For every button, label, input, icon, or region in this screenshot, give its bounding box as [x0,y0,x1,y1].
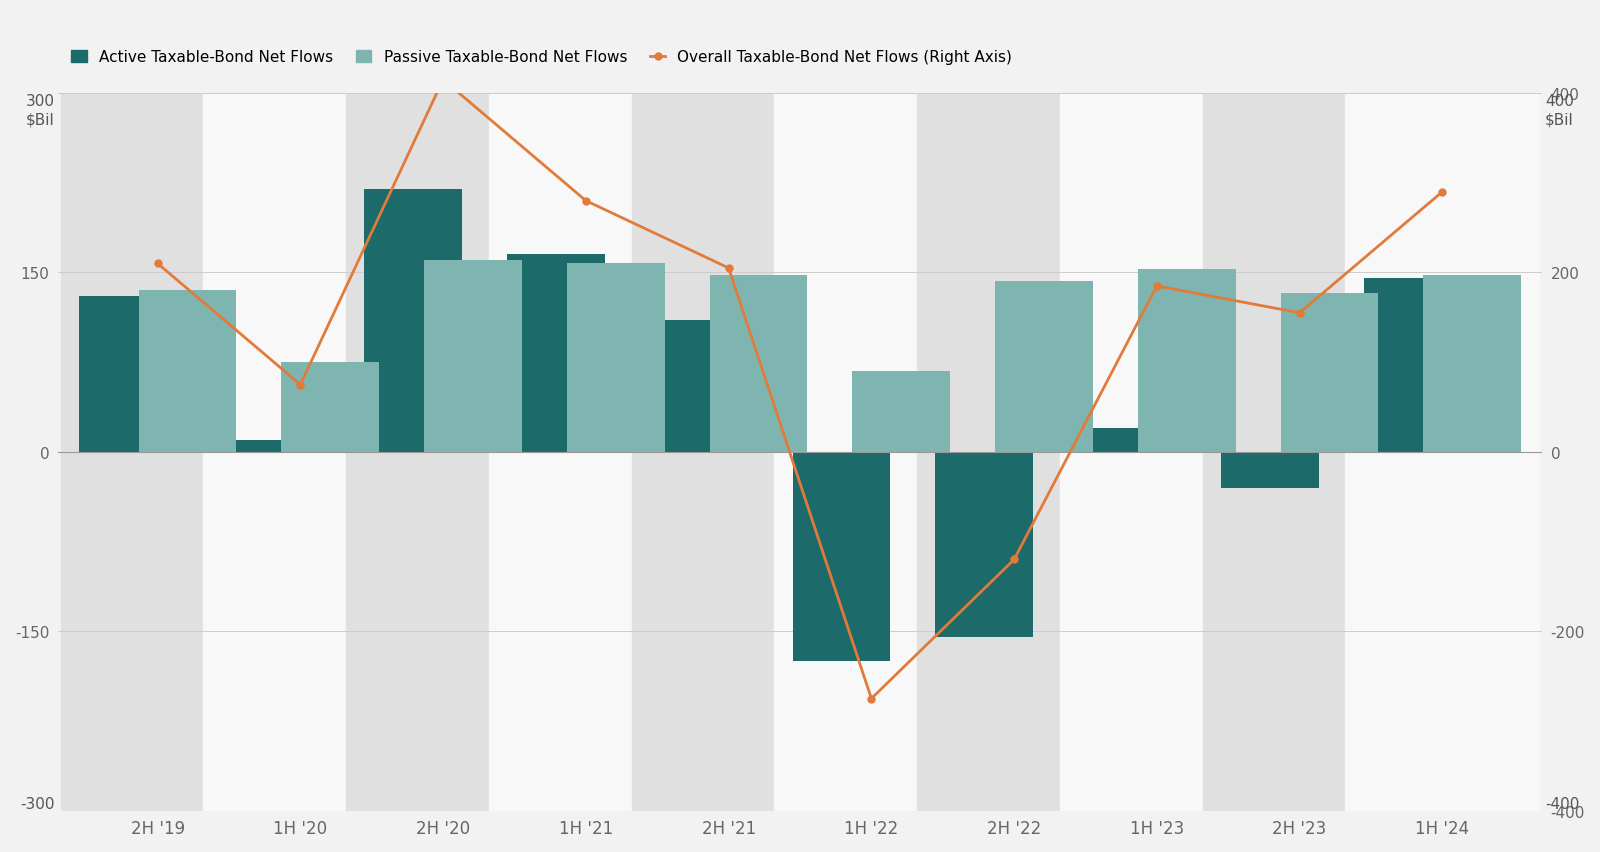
Bar [917,94,1110,811]
Bar [490,94,683,811]
Bar [710,275,808,452]
Bar [78,297,176,452]
Bar [774,94,968,811]
Bar [632,94,826,811]
Bar [1203,94,1397,811]
Bar [365,189,462,452]
Bar [853,371,950,452]
Bar [1138,269,1235,452]
Bar [1221,452,1318,488]
Bar [1078,429,1176,452]
Bar [650,321,747,452]
Bar [1280,293,1378,452]
Bar [936,452,1034,637]
Bar [203,94,397,811]
Text: -400: -400 [1546,796,1579,811]
Bar [61,94,254,811]
Text: -300: -300 [21,796,54,811]
Bar [346,94,541,811]
Bar [139,291,237,452]
Bar [424,262,522,452]
Bar [792,452,890,661]
Bar [507,256,605,452]
Text: 300
$Bil: 300 $Bil [26,94,54,128]
Bar [282,363,379,452]
Bar [1424,275,1522,452]
Bar [995,281,1093,452]
Bar [222,440,320,452]
Bar [1346,94,1539,811]
Bar [566,263,664,452]
Bar [1059,94,1254,811]
Text: 400
$Bil: 400 $Bil [1546,94,1574,128]
Legend: Active Taxable-Bond Net Flows, Passive Taxable-Bond Net Flows, Overall Taxable-B: Active Taxable-Bond Net Flows, Passive T… [66,44,1019,72]
Bar [1363,279,1461,452]
